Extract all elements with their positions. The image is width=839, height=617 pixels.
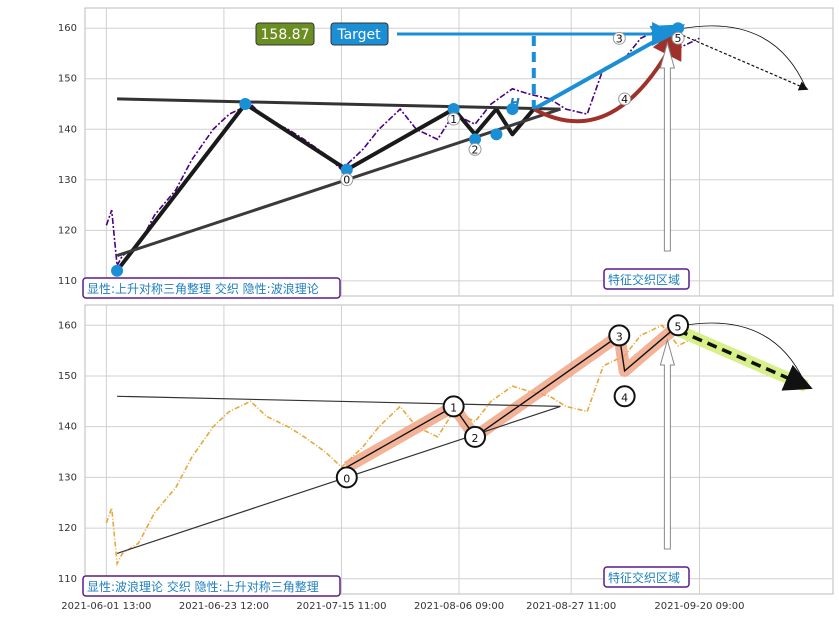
y-tick-label: 120 (58, 225, 77, 236)
x-tick-label: 2021-06-01 13:00 (61, 601, 151, 612)
pattern-point-marker (469, 133, 482, 146)
wave-point-marker (608, 324, 631, 347)
wave-point-marker (468, 142, 482, 156)
wave-point-label: 4 (621, 391, 628, 404)
wave-point-label: 2 (472, 143, 479, 156)
pattern-info-text: 显性:上升对称三角整理 交织 隐性:波浪理论 (87, 281, 319, 296)
wave-point-label: 4 (621, 93, 628, 106)
wave-point-label: 1 (450, 401, 457, 414)
zone-label-box (603, 268, 690, 290)
x-tick-label: 2021-08-27 11:00 (526, 601, 616, 612)
pattern-info-box (82, 575, 341, 597)
wave-point-marker (613, 385, 636, 408)
wave-point-label: 3 (616, 32, 623, 45)
wave-point-label: 5 (675, 32, 682, 45)
price-badge (255, 22, 315, 46)
wave-point-label: 0 (343, 472, 350, 485)
target-badge-label: Target (336, 27, 381, 43)
price-badge-label: 158.87 (261, 27, 310, 43)
pattern-point-marker (506, 103, 519, 116)
target-badge (330, 22, 389, 46)
y-tick-label: 140 (58, 124, 77, 135)
y-tick-label: 160 (58, 23, 77, 34)
x-tick-label: 2021-09-20 09:00 (654, 601, 744, 612)
wave-point-marker (618, 92, 632, 106)
wave-point-marker (671, 31, 685, 45)
zone-pointer-arrow (659, 338, 676, 550)
wave-point-label: 1 (450, 113, 457, 126)
y-tick-label: 130 (58, 175, 77, 186)
triangle-upper-line (117, 395, 561, 407)
projection-arc (677, 322, 807, 387)
wave-line (346, 324, 679, 468)
wave-point-marker (340, 173, 354, 187)
pattern-info-text: 显性:波浪理论 交织 隐性:上升对称三角整理 (87, 579, 319, 594)
y-tick-label: 150 (58, 371, 77, 382)
pattern-point-marker (672, 22, 685, 35)
panel-1: 110 120 130 140 150 160 H 158.87 Target 0 1 2 3 4 5 显性:… (58, 7, 834, 299)
wave-point-label: 0 (343, 174, 350, 187)
y-tick-label: 160 (58, 320, 77, 331)
wave-point-marker (464, 425, 487, 448)
y-tick-label: 120 (58, 523, 77, 534)
zone-label-box (603, 566, 690, 588)
wave-point-marker (335, 466, 358, 489)
x-tick-label: 2021-07-15 11:00 (296, 601, 386, 612)
pattern-point-marker (111, 264, 124, 277)
wave-point-label: 5 (675, 320, 682, 333)
panel-2: 110 120 130 140 150 160 0 1 2 3 4 5 显性:波浪理论 交织 隐性:上升… (58, 304, 834, 597)
y-tick-label: 110 (58, 574, 77, 585)
zone-pointer-arrow (659, 41, 676, 252)
pattern-point-marker (447, 103, 460, 116)
zone-label-text: 特征交织区域 (608, 570, 680, 585)
y-tick-label: 140 (58, 422, 77, 433)
wave-point-marker (447, 112, 461, 126)
wave-point-label: 2 (472, 432, 479, 445)
x-tick-label: 2021-06-23 12:00 (179, 601, 269, 612)
wave-point-marker (442, 395, 465, 418)
pattern-zigzag-line (115, 102, 536, 272)
zone-label-text: 特征交织区域 (608, 272, 680, 287)
projection-line (677, 328, 813, 391)
price-series-line (105, 324, 700, 567)
pattern-point-marker (239, 98, 252, 110)
y-tick-label: 130 (58, 472, 77, 483)
triangle-lower-line (116, 107, 561, 258)
pattern-point-marker (340, 163, 353, 176)
y-tick-label: 110 (58, 276, 77, 287)
wave-point-marker (612, 31, 626, 45)
x-tick-label: 2021-08-06 09:00 (414, 601, 504, 612)
pattern-point-marker (490, 128, 503, 141)
triangle-upper-line (117, 97, 561, 111)
wave-point-label: 3 (616, 330, 623, 343)
wave-point-marker (667, 314, 690, 337)
pattern-info-box (82, 277, 341, 299)
projection-arc (677, 25, 807, 89)
h-label: H (510, 96, 520, 110)
y-tick-label: 150 (58, 74, 77, 85)
projection-line (677, 32, 809, 91)
price-series-line (105, 27, 700, 269)
